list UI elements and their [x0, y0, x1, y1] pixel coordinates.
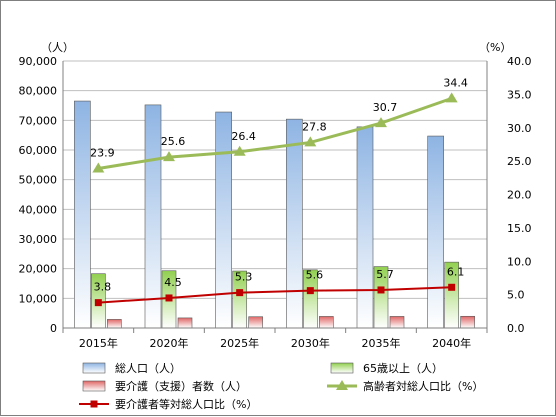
x-tick-label: 2025年 — [220, 336, 259, 350]
left-axis-unit: （人） — [41, 41, 74, 54]
right-tick-label: 15.0 — [507, 222, 532, 235]
data-point-square — [94, 299, 102, 307]
legend-label: 要介護（支援）者数（人） — [115, 379, 247, 393]
data-label: 3.8 — [94, 281, 112, 294]
data-label: 6.1 — [447, 265, 465, 278]
left-tick-label: 20,000 — [19, 263, 58, 276]
legend-label: 要介護者等対総人口比（%） — [115, 397, 257, 411]
bar — [356, 126, 374, 329]
data-label: 4.5 — [164, 276, 182, 289]
bar — [319, 316, 334, 329]
lines — [92, 92, 458, 307]
data-label: 27.8 — [302, 120, 327, 133]
series-line — [98, 286, 452, 304]
bar — [389, 316, 405, 329]
data-point-square — [377, 286, 385, 294]
left-tick-label: 90,000 — [19, 55, 58, 68]
right-tick-label: 5.0 — [507, 289, 525, 302]
bar — [215, 111, 232, 329]
data-label: 5.6 — [306, 269, 324, 282]
legend-swatch — [330, 362, 354, 374]
bar — [107, 319, 122, 329]
right-tick-label: 40.0 — [507, 55, 532, 68]
bar — [460, 315, 475, 329]
data-point-triangle — [233, 145, 246, 156]
bar — [248, 316, 263, 329]
bar — [286, 118, 303, 329]
x-tick-label: 2030年 — [291, 336, 330, 350]
left-tick-label: 70,000 — [19, 114, 58, 127]
x-tick-label: 2040年 — [432, 336, 471, 350]
data-point-triangle — [304, 136, 317, 147]
data-label: 23.9 — [90, 146, 115, 159]
left-tick-label: 50,000 — [19, 174, 58, 187]
data-label: 34.4 — [443, 76, 468, 89]
data-labels: 23.9 25.6 26.4 27.8 30.7 34.4 3.8 4.5 5.3 5.6 5.7 6… — [90, 76, 468, 293]
data-label: 5.7 — [376, 268, 394, 281]
data-point-square — [236, 289, 244, 297]
data-label: 30.7 — [373, 101, 398, 114]
gridlines — [63, 60, 487, 329]
data-label: 25.6 — [161, 135, 186, 148]
right-axis-unit: （%） — [479, 41, 511, 54]
data-point-triangle — [375, 117, 387, 128]
right-tick-label: 25.0 — [507, 155, 532, 168]
legend-marker — [336, 380, 348, 390]
right-tick-label: 20.0 — [507, 189, 532, 202]
data-label: 5.3 — [235, 271, 253, 284]
data-point-triangle — [445, 92, 458, 103]
legend-swatch — [82, 380, 106, 392]
legend: 総人口（人） 65歳以上（人） 要介護（支援）者数（人） 高齢者対総人口比（%） 要介護… — [79, 361, 483, 411]
data-label: 26.4 — [231, 130, 256, 143]
data-point-square — [306, 287, 314, 295]
data-point-square — [448, 283, 456, 291]
right-tick-label: 10.0 — [507, 255, 532, 268]
data-point-triangle — [163, 151, 175, 162]
legend-label: 65歳以上（人） — [363, 362, 443, 375]
bars — [74, 100, 475, 329]
left-tick-label: 40,000 — [19, 203, 58, 216]
right-tick-label: 30.0 — [507, 122, 532, 135]
left-tick-label: 10,000 — [19, 292, 58, 305]
x-tick-label: 2020年 — [150, 336, 189, 350]
right-tick-label: 0.0 — [507, 322, 525, 335]
x-tick-label: 2035年 — [362, 336, 401, 350]
left-tick-label: 30,000 — [19, 233, 58, 246]
legend-label: 高齢者対総人口比（%） — [363, 379, 483, 393]
left-tick-label: 80,000 — [19, 85, 58, 98]
data-point-triangle — [92, 162, 105, 173]
bar — [177, 317, 193, 329]
legend-marker — [90, 400, 98, 408]
right-tick-label: 35.0 — [507, 88, 532, 101]
bar — [144, 104, 162, 329]
x-tick-label: 2015年 — [79, 336, 118, 350]
series-line — [98, 96, 453, 170]
data-point-square — [165, 294, 173, 302]
left-tick-label: 60,000 — [19, 144, 58, 157]
legend-swatch — [82, 362, 106, 374]
left-tick-label: 0 — [50, 322, 57, 335]
legend-label: 総人口（人） — [115, 361, 181, 375]
axes: （人） （%） 0 10,000 20,000 30,000 40,000 50,000 6… — [19, 41, 532, 350]
bar — [427, 135, 444, 329]
bar — [74, 100, 91, 329]
